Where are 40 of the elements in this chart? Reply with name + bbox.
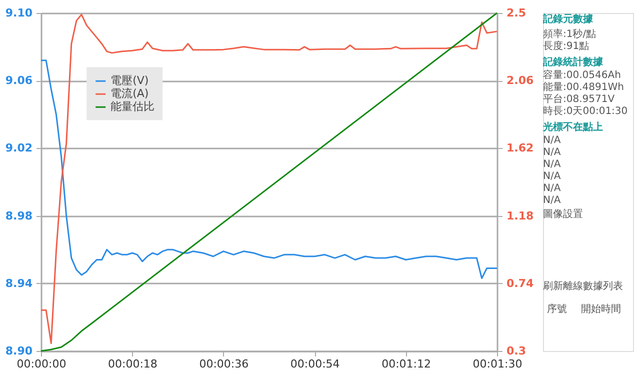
- y-tick-label: 9.06: [5, 74, 33, 88]
- x-tick-label: 00:00:54: [290, 358, 340, 370]
- text: 圖像設置: [543, 208, 583, 220]
- text: N/A: [543, 147, 561, 158]
- text: 長度:91點: [543, 40, 590, 52]
- text: N/A: [543, 195, 561, 206]
- text: 記錄統計數據: [542, 56, 604, 68]
- y-tick-label: 8.94: [5, 276, 33, 290]
- text: N/A: [543, 171, 561, 182]
- text: 刷新離線數據列表: [543, 280, 623, 292]
- text: 光標不在點上: [542, 121, 603, 133]
- y2-tick-label: 2.06: [506, 74, 534, 88]
- y2-tick-label: 2.5: [506, 6, 526, 20]
- y-tick-label: 8.90: [5, 344, 33, 358]
- y2-tick-label: 0.74: [506, 276, 534, 290]
- text: 記錄元數據: [542, 13, 594, 25]
- x-tick-label: 00:00:00: [16, 358, 66, 370]
- text: 序號: [547, 303, 567, 315]
- y-tick-label: 9.10: [5, 6, 33, 20]
- text: 平台:08.9571V: [543, 93, 615, 105]
- y-tick-label: 9.02: [5, 142, 32, 155]
- text: 時長:0天00:01:30: [543, 105, 628, 117]
- x-tick-label: 00:00:18: [108, 358, 158, 370]
- x-tick-label: 00:01:30: [472, 358, 522, 370]
- text: 開始時間: [581, 303, 621, 315]
- x-tick-label: 00:01:12: [382, 358, 432, 370]
- text: N/A: [543, 159, 561, 170]
- y2-tick-label: 1.62: [506, 142, 534, 155]
- legend-label: 電流(A): [110, 87, 149, 100]
- y2-tick-label: 1.18: [506, 209, 534, 222]
- text: N/A: [543, 183, 561, 194]
- text: 能量:00.4891Wh: [543, 81, 624, 93]
- text: 頻率:1秒/點: [543, 28, 596, 40]
- y2-tick-label: 0.3: [506, 344, 526, 358]
- legend-label: 能量估比: [110, 100, 155, 114]
- legend-label: 電壓(V): [110, 74, 149, 88]
- text: 容量:00.0546Ah: [543, 69, 621, 81]
- y-tick-label: 8.98: [5, 209, 32, 222]
- text: N/A: [543, 135, 561, 146]
- x-tick-label: 00:00:36: [199, 358, 249, 370]
